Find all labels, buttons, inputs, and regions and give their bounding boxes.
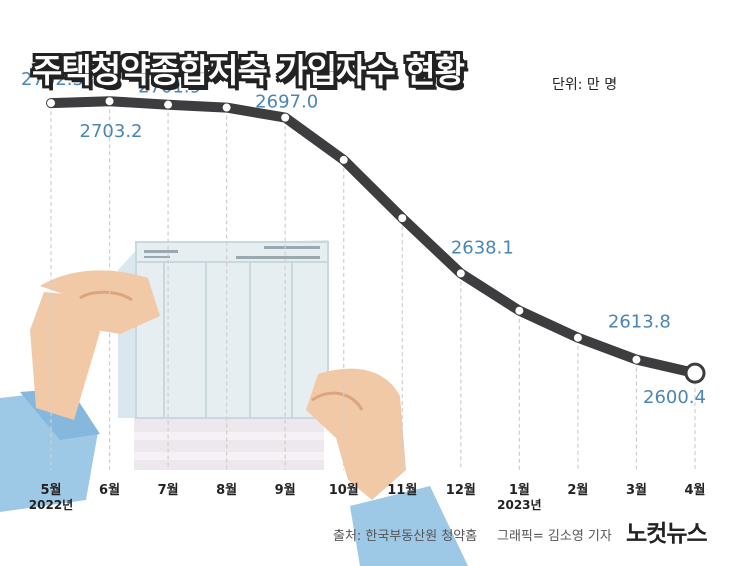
x-tick-label: 4월 [684,482,705,498]
series-path [46,96,700,379]
x-tick-label: 2월 [567,482,588,498]
value-label: 2613.8 [608,312,671,333]
right-hand [306,368,406,500]
x-tick-label: 11월 [387,482,417,498]
data-point [684,362,706,384]
x-tick-label: 6월 [99,482,120,498]
series-line [46,96,700,379]
x-tick-label: 7월 [158,482,179,498]
data-point [339,155,348,164]
data-point [456,269,465,278]
credit-note: 그래픽= 김소영 기자 [497,529,612,544]
source-note: 출처: 한국부동산원 청약홈 [333,529,478,544]
gridlines [50,109,696,470]
value-label: 2701.9 [138,77,201,98]
data-point [573,333,582,342]
x-tick-label: 10월 [329,482,359,498]
data-point [632,355,641,364]
data-point [164,100,173,109]
value-labels: 2702.5 2703.2 2701.9 2697.0 2638.1 2613.8 2600… [21,69,706,408]
data-point [105,97,114,106]
value-label: 2697.0 [255,92,318,113]
x-tick-year: 2023년 [497,498,541,512]
data-point [281,113,290,122]
data-point [47,99,55,108]
value-label: 2638.1 [451,237,514,258]
x-tick-label: 8월 [216,482,237,498]
right-sleeve [350,486,468,566]
bankbook-illustration [0,240,468,566]
data-point [398,214,407,223]
data-point [515,306,524,315]
chart-title: 주택청약종합저축 가입자수 현황 [32,51,465,90]
value-label: 2702.5 [21,69,84,90]
unit-label: 단위: 만 명 [552,77,618,93]
x-tick-label: 1월 [509,482,530,498]
value-label: 2600.4 [643,387,706,408]
x-tick-label: 9월 [275,482,296,498]
x-tick-label: 5월 [40,482,61,498]
x-tick-year: 2022년 [29,498,73,512]
brand-logo: 노컷뉴스 [626,521,708,547]
left-hand [40,270,160,334]
value-label: 2703.2 [80,121,143,142]
x-tick-label: 3월 [626,482,647,498]
data-point [222,103,231,112]
x-tick-label: 12월 [446,482,476,498]
data-points [47,97,706,384]
